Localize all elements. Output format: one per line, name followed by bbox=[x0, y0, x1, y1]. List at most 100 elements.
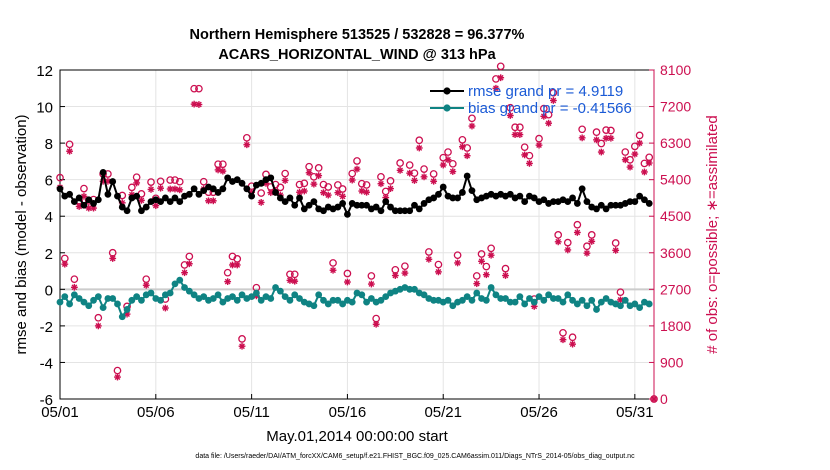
possible-obs-marker bbox=[568, 333, 577, 342]
assimilated-obs-stroke bbox=[157, 185, 164, 192]
assimilated-obs-stroke bbox=[603, 135, 609, 142]
rmse-point bbox=[415, 205, 423, 213]
bias-point bbox=[56, 298, 64, 306]
bias-point bbox=[99, 304, 107, 312]
assimilated-obs-stroke bbox=[215, 167, 221, 173]
assimilated-obs-stroke bbox=[612, 247, 619, 254]
assimilated-obs-stroke bbox=[152, 202, 159, 209]
x-tick-label: 05/21 bbox=[424, 404, 462, 421]
rmse-point bbox=[516, 192, 524, 200]
assimilated-obs-marker bbox=[521, 151, 529, 159]
bias-point bbox=[506, 298, 514, 306]
assimilated-obs-stroke bbox=[622, 156, 629, 163]
assimilated-obs-stroke bbox=[71, 284, 78, 291]
assimilated-obs-marker bbox=[645, 159, 653, 167]
assimilated-obs-stroke bbox=[608, 135, 614, 142]
possible-obs-marker bbox=[520, 143, 529, 152]
bias-point bbox=[569, 296, 576, 304]
assimilated-obs-stroke bbox=[459, 143, 466, 150]
assimilated-obs-stroke bbox=[373, 321, 380, 328]
possible-obs-marker bbox=[357, 179, 366, 188]
rmse-point bbox=[506, 190, 514, 198]
assimilated-obs-stroke bbox=[402, 270, 408, 276]
assimilated-obs-marker bbox=[478, 257, 485, 265]
rmse-point bbox=[521, 198, 529, 206]
bias-point bbox=[281, 293, 289, 301]
legend-bias-label: bias grand pr = -0.41566 bbox=[468, 100, 632, 117]
y-tick-label: 12 bbox=[36, 63, 53, 80]
possible-obs-marker bbox=[448, 159, 457, 168]
assimilated-obs-marker bbox=[540, 112, 548, 120]
y-tick-label: -6 bbox=[40, 392, 53, 409]
assimilated-obs-marker bbox=[320, 189, 327, 197]
bias-point bbox=[334, 296, 342, 304]
assimilated-obs-marker bbox=[147, 186, 155, 193]
assimilated-obs-stroke bbox=[497, 74, 504, 81]
bias-point bbox=[468, 296, 476, 304]
chart-subtitle: ACARS_HORIZONTAL_WIND @ 313 hPa bbox=[218, 47, 496, 63]
assimilated-obs-marker bbox=[545, 119, 553, 127]
assimilated-obs-stroke bbox=[368, 281, 375, 287]
bias-point bbox=[80, 298, 88, 306]
possible-obs-marker bbox=[329, 259, 337, 267]
assimilated-obs-marker bbox=[578, 134, 586, 142]
possible-obs-marker bbox=[195, 84, 203, 93]
possible-obs-marker bbox=[362, 181, 371, 189]
assimilated-obs-stroke bbox=[258, 199, 265, 206]
possible-obs-marker bbox=[386, 177, 395, 185]
possible-obs-marker bbox=[147, 178, 155, 186]
rmse-point bbox=[118, 203, 126, 211]
assimilated-obs-stroke bbox=[325, 192, 332, 198]
bias-point bbox=[617, 302, 624, 310]
bias-point bbox=[636, 304, 644, 312]
assimilated-obs-marker bbox=[372, 320, 380, 328]
possible-obs-marker bbox=[257, 189, 266, 197]
assimilated-obs-stroke bbox=[569, 341, 576, 348]
possible-obs-marker bbox=[635, 131, 644, 140]
assimilated-obs-marker bbox=[171, 185, 179, 193]
assimilated-obs-marker bbox=[286, 276, 294, 284]
bias-point bbox=[272, 284, 279, 291]
rmse-point bbox=[391, 207, 399, 215]
possible-obs-marker bbox=[463, 144, 472, 152]
assimilated-obs-stroke bbox=[191, 101, 198, 107]
assimilated-obs-marker bbox=[181, 269, 188, 277]
rmse-point bbox=[185, 190, 193, 198]
bias-point bbox=[109, 295, 117, 302]
bias-point bbox=[458, 296, 466, 304]
rmse-point bbox=[85, 196, 93, 204]
possible-obs-marker bbox=[171, 176, 179, 184]
assimilated-obs-marker bbox=[468, 122, 476, 130]
assimilated-obs-marker bbox=[161, 304, 169, 312]
bias-point bbox=[530, 298, 538, 306]
assimilated-obs-stroke bbox=[631, 151, 638, 157]
assimilated-obs-stroke bbox=[354, 166, 360, 172]
rmse-point bbox=[353, 201, 361, 209]
assimilated-obs-marker bbox=[439, 161, 447, 169]
rmse-point bbox=[458, 189, 466, 196]
assimilated-obs-marker bbox=[554, 238, 562, 246]
assimilated-obs-stroke bbox=[243, 141, 250, 148]
legend-rmse-label: rmse grand pr = 4.9119 bbox=[468, 83, 623, 100]
x-tick-label: 05/31 bbox=[616, 404, 654, 421]
assimilated-obs-marker bbox=[420, 173, 428, 181]
rmse-point bbox=[597, 201, 605, 209]
rmse-point bbox=[75, 194, 83, 202]
possible-obs-marker bbox=[482, 262, 491, 271]
rmse-point bbox=[382, 198, 390, 206]
possible-obs-marker bbox=[305, 162, 313, 171]
bias-point bbox=[209, 295, 217, 302]
assimilated-obs-marker bbox=[569, 340, 576, 348]
assimilated-obs-marker bbox=[415, 144, 423, 152]
bias-point bbox=[276, 287, 284, 295]
assimilated-obs-stroke bbox=[588, 238, 595, 245]
bias-point bbox=[118, 313, 126, 321]
rmse-point bbox=[411, 201, 418, 209]
bias-point bbox=[545, 291, 553, 299]
assimilated-obs-marker bbox=[463, 152, 471, 160]
possible-obs-marker bbox=[578, 125, 586, 134]
assimilated-obs-marker bbox=[138, 196, 145, 204]
possible-obs-marker bbox=[501, 264, 510, 273]
possible-obs-marker bbox=[429, 170, 438, 178]
rmse-point bbox=[114, 192, 121, 200]
